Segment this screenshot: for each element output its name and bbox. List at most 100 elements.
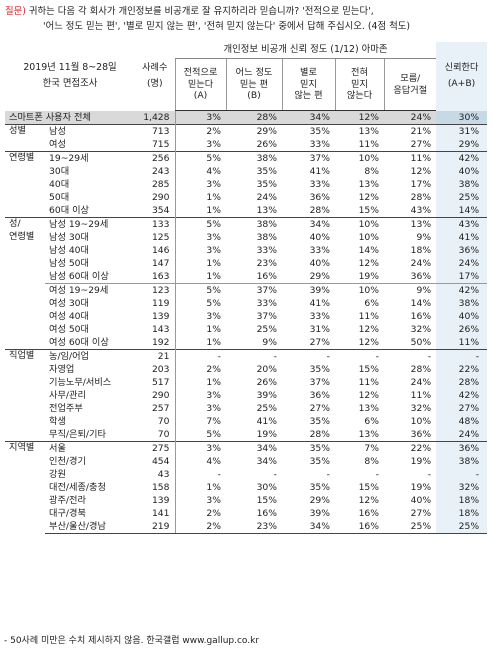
row-label: 여성 bbox=[49, 139, 66, 150]
percent-value: - bbox=[226, 349, 282, 363]
row-label: 여성 19~29세 bbox=[45, 283, 135, 297]
sample-count: 125 bbox=[151, 232, 170, 243]
table-row: 40대 285 3% 35% 33% 13% 17% 38% bbox=[5, 178, 488, 191]
percent-value: 20% bbox=[256, 364, 277, 375]
percent-value: 13% bbox=[256, 205, 277, 216]
sample-count: 43 bbox=[157, 469, 170, 480]
percent-value: 6% bbox=[364, 416, 379, 427]
percent-value: - bbox=[282, 349, 335, 363]
percent-value: - bbox=[335, 349, 384, 363]
sample-size-header: 사례수 (명) bbox=[142, 62, 168, 90]
column-header-5: 모름/응답거절 bbox=[383, 58, 437, 111]
percent-value: 5% bbox=[174, 151, 226, 165]
sample-count: 290 bbox=[151, 390, 170, 401]
trust-total-value: 42% bbox=[436, 151, 488, 165]
table-row: 인천/경기 454 4% 34% 35% 8% 19% 38% bbox=[5, 455, 488, 468]
percent-value: 13% bbox=[358, 179, 379, 190]
table-row: 여성 40대 139 3% 37% 33% 11% 16% 40% bbox=[5, 310, 488, 323]
percent-value: 11% bbox=[410, 390, 432, 401]
percent-value: 5% bbox=[174, 297, 226, 310]
percent-value: 28% bbox=[410, 192, 432, 203]
group-label: 연령별 bbox=[5, 151, 45, 218]
percent-value: 36% bbox=[410, 271, 432, 282]
percent-value: 16% bbox=[358, 508, 379, 519]
sample-count: 275 bbox=[135, 441, 175, 455]
row-label: 40대 bbox=[49, 179, 70, 190]
percent-value: 15% bbox=[358, 482, 379, 493]
group-label: 지역별 bbox=[5, 441, 45, 534]
sample-count: 70 bbox=[157, 416, 170, 427]
percent-value: 13% bbox=[335, 124, 384, 138]
row-label: 60대 이상 bbox=[49, 205, 89, 216]
trust-total-value: 14% bbox=[436, 204, 488, 218]
column-header-3: 별로 믿지 않는 편 bbox=[281, 58, 335, 111]
table-row: 학생 70 7% 41% 35% 6% 10% 48% bbox=[5, 415, 488, 428]
percent-value: 34% bbox=[282, 110, 335, 125]
trust-total-value: 28% bbox=[436, 376, 488, 389]
percent-value: 40% bbox=[410, 495, 432, 506]
percent-value: 9% bbox=[384, 283, 437, 297]
sample-count: 285 bbox=[151, 179, 170, 190]
row-label: 남성 60대 이상 bbox=[49, 271, 109, 282]
question-line-1: 귀하는 다음 각 회사가 개인정보를 비공개로 잘 유지하리라 믿습니까? '전… bbox=[28, 6, 374, 17]
percent-value: 28% bbox=[410, 364, 432, 375]
row-label: 남성 19~29세 bbox=[45, 217, 135, 231]
percent-value: 12% bbox=[358, 495, 379, 506]
percent-value: 1% bbox=[174, 191, 226, 204]
trust-total-value: 31% bbox=[436, 124, 488, 138]
sample-count: 119 bbox=[151, 298, 170, 309]
table-row: 기능노무/서비스 517 1% 26% 37% 11% 24% 28% bbox=[5, 376, 488, 389]
percent-value: 5% bbox=[174, 283, 226, 297]
table-row: 성별 남성 713 2% 29% 35% 13% 21% 31% bbox=[5, 124, 488, 152]
row-label: 남성 bbox=[45, 124, 135, 138]
row-label: 남성 30대 bbox=[49, 232, 89, 243]
percent-value: 33% bbox=[309, 245, 330, 256]
table-row: 남성 30대 125 3% 38% 40% 10% 9% 41% bbox=[5, 231, 488, 244]
percent-value: 9% bbox=[262, 337, 277, 348]
trust-total-value: 18% bbox=[436, 494, 488, 507]
percent-value: 1% bbox=[174, 257, 226, 270]
percent-value: 15% bbox=[256, 495, 277, 506]
table-row: 남성 40대 146 3% 33% 33% 14% 18% 36% bbox=[5, 244, 488, 257]
row-label: 남성 50대 bbox=[49, 258, 89, 269]
percent-value: 3% bbox=[174, 231, 226, 244]
trust-total-value: 30% bbox=[436, 110, 488, 125]
table-row: 강원 43- - - - - - bbox=[5, 468, 488, 481]
percent-value: 3% bbox=[174, 110, 226, 125]
sample-count: 21 bbox=[135, 349, 175, 363]
percent-value: 3% bbox=[174, 494, 226, 507]
percent-value: 26% bbox=[256, 377, 277, 388]
percent-value: 50% bbox=[410, 337, 432, 348]
trust-total-value: 42% bbox=[436, 283, 488, 297]
percent-value: 19% bbox=[358, 271, 379, 282]
percent-value: 25% bbox=[256, 324, 277, 335]
trust-total-value: 36% bbox=[436, 244, 488, 257]
percent-value: 13% bbox=[358, 429, 379, 440]
percent-value: 15% bbox=[358, 364, 379, 375]
trust-total-value: 26% bbox=[436, 323, 488, 336]
trust-total-value: 11% bbox=[436, 336, 488, 350]
percent-value: 10% bbox=[335, 151, 384, 165]
trust-total-value: 24% bbox=[436, 428, 488, 442]
row-label: 강원 bbox=[49, 469, 66, 480]
percent-value: 35% bbox=[256, 166, 277, 177]
percent-value: 27% bbox=[309, 337, 330, 348]
percent-value: 31% bbox=[309, 324, 330, 335]
percent-value: 7% bbox=[335, 441, 384, 455]
percent-value: 37% bbox=[309, 377, 330, 388]
question-line-2: '어느 정도 믿는 편', '별로 믿지 않는 편', '전혀 믿지 않는다' … bbox=[43, 21, 411, 32]
sample-count: 454 bbox=[151, 456, 170, 467]
percent-value: 4% bbox=[174, 455, 226, 468]
sample-count: 123 bbox=[135, 283, 175, 297]
percent-value: 24% bbox=[410, 258, 432, 269]
percent-value: 32% bbox=[410, 324, 432, 335]
sample-count: 257 bbox=[151, 403, 170, 414]
sample-count: 158 bbox=[151, 482, 170, 493]
percent-value: 37% bbox=[226, 283, 282, 297]
trust-total-value: 36% bbox=[436, 441, 488, 455]
percent-value: 38% bbox=[226, 217, 282, 231]
percent-value: 2% bbox=[174, 363, 226, 376]
percent-value: 3% bbox=[174, 178, 226, 191]
percent-value: 34% bbox=[256, 456, 277, 467]
percent-value: 9% bbox=[416, 232, 432, 243]
